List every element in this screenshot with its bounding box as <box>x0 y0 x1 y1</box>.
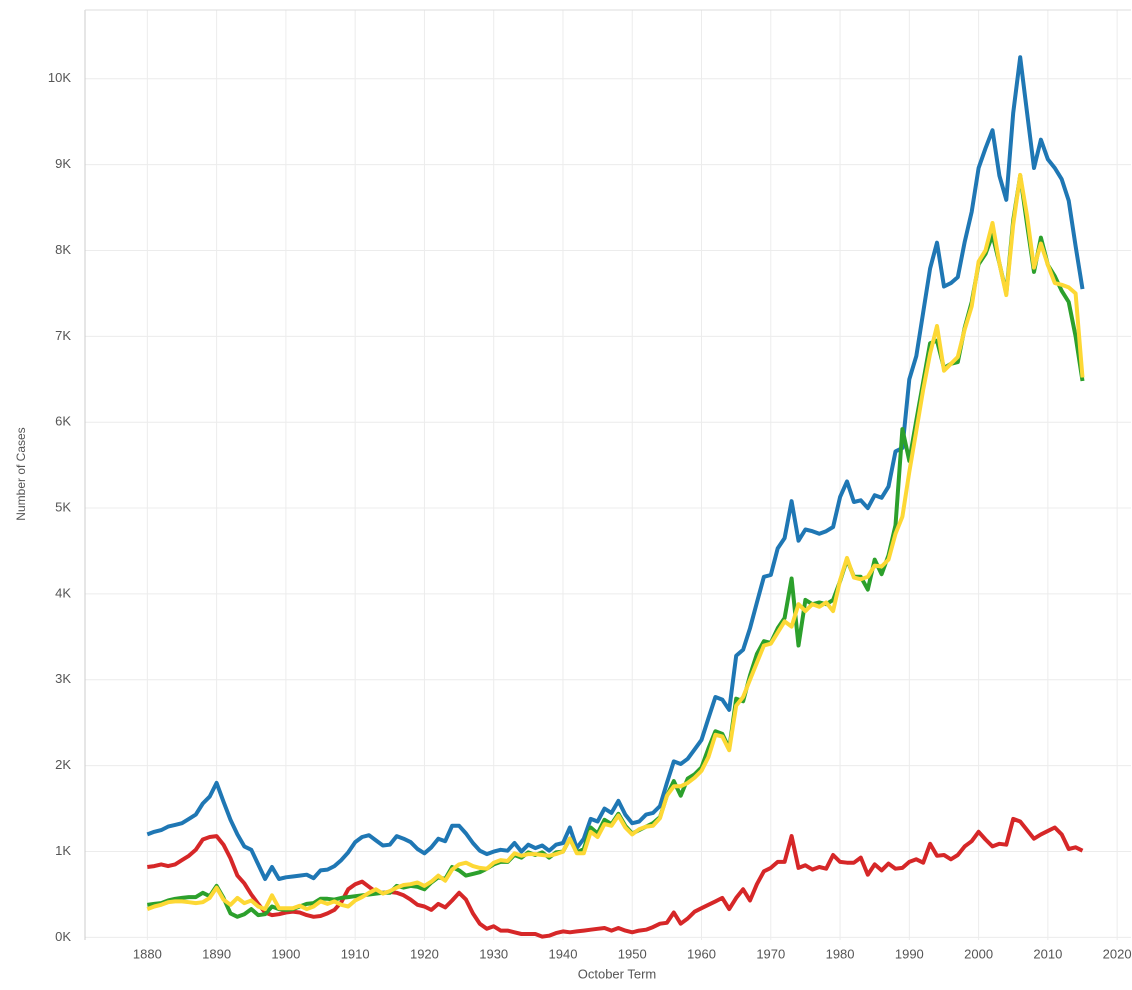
y-tick-label: 1K <box>55 843 71 858</box>
y-tick-label: 9K <box>55 156 71 171</box>
x-tick-label: 1990 <box>895 946 924 961</box>
y-tick-label: 3K <box>55 671 71 686</box>
x-tick-label: 1940 <box>549 946 578 961</box>
y-tick-label: 5K <box>55 499 71 514</box>
x-tick-label: 1920 <box>410 946 439 961</box>
line-series <box>146 55 1085 881</box>
x-axis-title: October Term <box>578 966 657 981</box>
x-tick-label: 1910 <box>341 946 370 961</box>
y-tick-label: 2K <box>55 757 71 772</box>
line-series <box>147 816 1084 939</box>
x-tick-label: 1960 <box>687 946 716 961</box>
y-axis-title: Number of Cases <box>14 427 28 520</box>
y-tick-label: 4K <box>55 585 71 600</box>
x-tick-label: 1880 <box>133 946 162 961</box>
x-tick-label: 1980 <box>826 946 855 961</box>
x-tick-label: 2000 <box>964 946 993 961</box>
x-tick-label: 1930 <box>479 946 508 961</box>
x-tick-label: 2020 <box>1103 946 1132 961</box>
line-series <box>146 172 1085 912</box>
y-tick-label: 7K <box>55 328 71 343</box>
y-tick-label: 0K <box>55 929 71 944</box>
x-tick-label: 1900 <box>271 946 300 961</box>
x-tick-label: 2010 <box>1033 946 1062 961</box>
x-tick-label: 1950 <box>618 946 647 961</box>
y-tick-label: 6K <box>55 414 71 429</box>
y-tick-label: 10K <box>48 70 71 85</box>
x-tick-label: 1890 <box>202 946 231 961</box>
y-tick-label: 8K <box>55 242 71 257</box>
x-tick-label: 1970 <box>756 946 785 961</box>
